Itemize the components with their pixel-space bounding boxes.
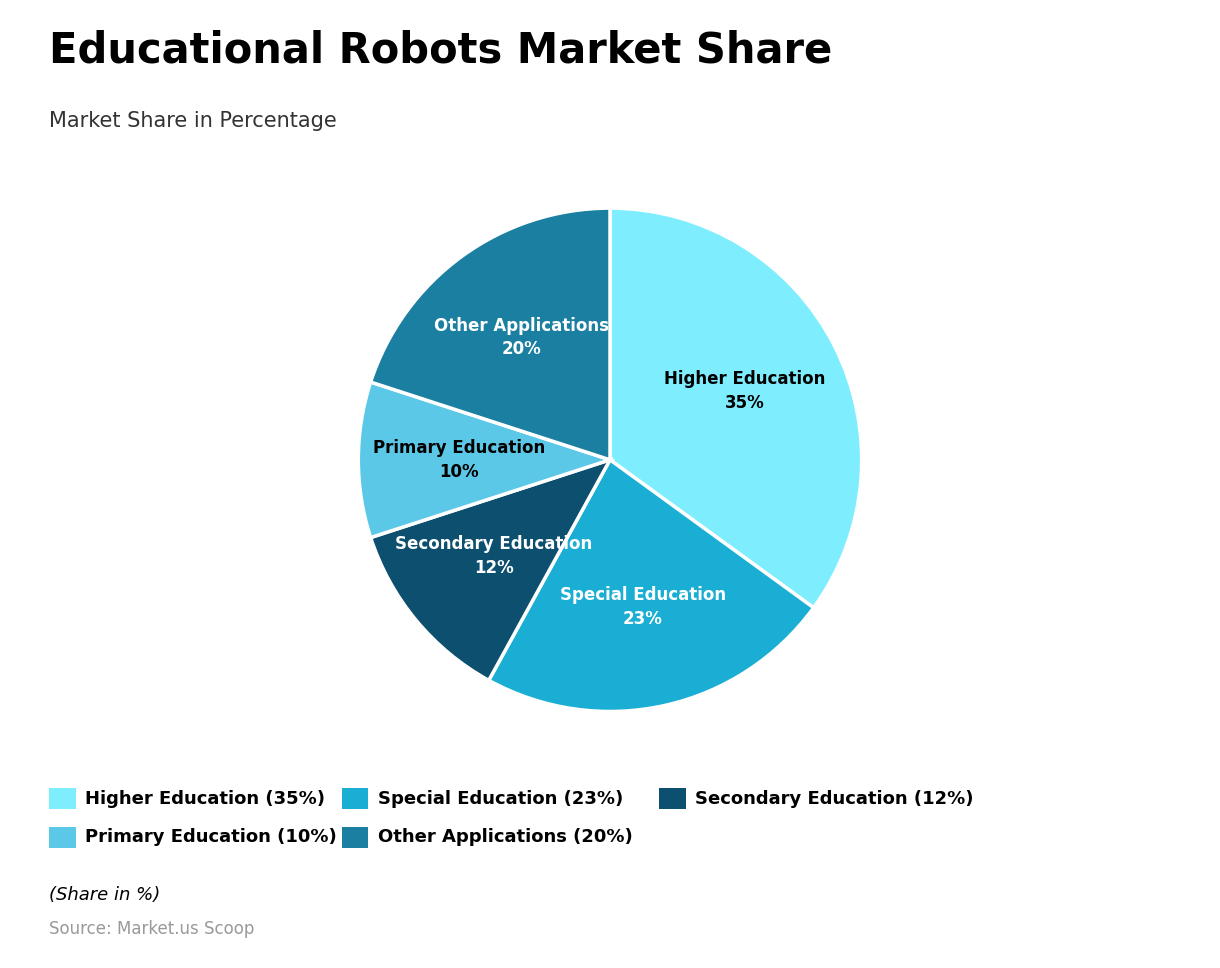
Wedge shape bbox=[371, 460, 610, 681]
Wedge shape bbox=[371, 208, 610, 460]
Text: Primary Education (10%): Primary Education (10%) bbox=[85, 829, 337, 846]
Text: Other Applications
20%: Other Applications 20% bbox=[434, 317, 609, 358]
Text: Educational Robots Market Share: Educational Robots Market Share bbox=[49, 29, 832, 71]
Wedge shape bbox=[489, 460, 814, 711]
Text: (Share in %): (Share in %) bbox=[49, 886, 160, 904]
Text: Special Education (23%): Special Education (23%) bbox=[378, 790, 623, 807]
Wedge shape bbox=[359, 382, 610, 537]
Text: Market Share in Percentage: Market Share in Percentage bbox=[49, 111, 337, 132]
Text: Secondary Education
12%: Secondary Education 12% bbox=[395, 535, 592, 577]
Text: Primary Education
10%: Primary Education 10% bbox=[373, 439, 545, 480]
Text: Other Applications (20%): Other Applications (20%) bbox=[378, 829, 633, 846]
Text: Secondary Education (12%): Secondary Education (12%) bbox=[695, 790, 974, 807]
Text: Higher Education (35%): Higher Education (35%) bbox=[85, 790, 326, 807]
Wedge shape bbox=[610, 208, 861, 608]
Text: Special Education
23%: Special Education 23% bbox=[560, 587, 726, 628]
Text: Source: Market.us Scoop: Source: Market.us Scoop bbox=[49, 920, 254, 938]
Text: Higher Education
35%: Higher Education 35% bbox=[664, 371, 825, 412]
